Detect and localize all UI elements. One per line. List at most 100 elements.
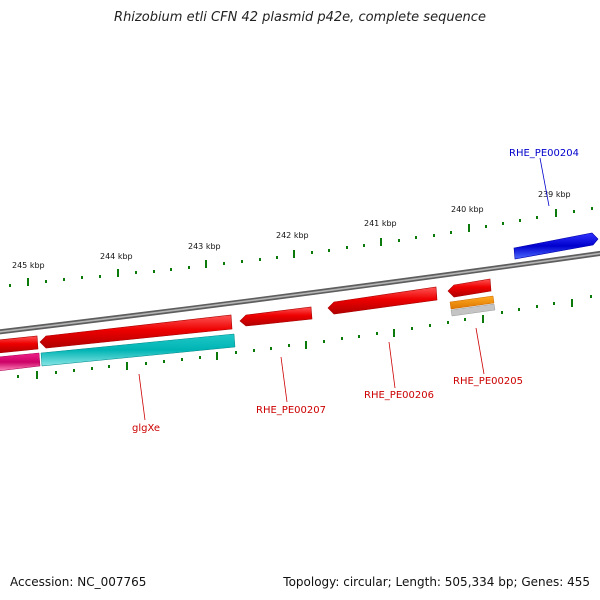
leader-line-rhe-pe00204 [539,157,550,207]
inner-minor-tick [536,305,538,308]
feature-magenta[interactable] [0,352,41,372]
inner-major-tick [36,371,38,379]
tick-label-244: 244 kbp [100,252,133,261]
outer-minor-tick [573,210,575,213]
inner-major-tick [126,362,128,370]
outer-minor-tick [170,268,172,271]
feature-orange[interactable] [449,295,495,310]
outer-minor-tick [346,246,348,249]
outer-minor-tick [485,225,487,228]
inner-ruler-major-ticks [36,299,573,379]
inner-ruler [17,295,592,379]
outer-major-tick [27,278,29,286]
gene-label-rhe-pe00207[interactable]: RHE_PE00207 [256,405,326,416]
gene-arrow-rhe-pe00207[interactable] [239,306,313,327]
accession-label: Accession: NC_007765 [10,575,147,589]
feature-shape [450,303,496,317]
inner-minor-tick [163,360,165,363]
outer-minor-tick [9,284,11,287]
tick-label-242: 242 kbp [276,231,309,240]
leader-line-glgxe [138,373,146,421]
tick-label-240: 240 kbp [451,205,484,214]
outer-major-tick [205,260,207,268]
outer-minor-tick [99,275,101,278]
outer-minor-tick [415,236,417,239]
inner-minor-tick [501,311,503,314]
tick-label-245: 245 kbp [12,261,45,270]
gene-label-glgxe[interactable]: glgXe [132,423,160,434]
backbone-arc [0,250,600,335]
tick-label-241: 241 kbp [364,219,397,228]
gene-arrow-rhe-pe00206[interactable] [327,286,438,315]
outer-minor-tick [328,249,330,252]
inner-minor-tick [17,375,19,378]
outer-minor-tick [81,276,83,279]
outer-minor-tick [45,280,47,283]
outer-minor-tick [502,222,504,225]
inner-major-tick [305,341,307,349]
feature-gray[interactable] [450,303,496,317]
inner-major-tick [571,299,573,307]
outer-major-tick [380,238,382,246]
outer-minor-tick [536,216,538,219]
feature-shape [40,333,236,367]
inner-minor-tick [108,365,110,368]
inner-minor-tick [553,302,555,305]
feature-shape [449,295,495,310]
summary-label: Topology: circular; Length: 505,334 bp; … [283,575,590,589]
inner-minor-tick [429,324,431,327]
leader-line-rhe-pe00206 [388,341,396,389]
gene-labels: RHE_PE00204 RHE_PE00205 RHE_PE00206 RHE_… [132,148,579,434]
outer-minor-tick [223,262,225,265]
inner-minor-tick [411,327,413,330]
outer-minor-tick [311,251,313,254]
inner-minor-tick [91,367,93,370]
gene-arrow-shape [39,314,233,349]
outer-ruler-minor-ticks [9,207,593,287]
reverse-strand-genes [0,278,492,354]
gene-label-rhe-pe00205[interactable]: RHE_PE00205 [453,376,523,387]
leader-line-rhe-pe00207 [280,356,288,403]
inner-major-tick [393,329,395,337]
gene-arrow-left-partial[interactable] [0,335,39,354]
inner-major-tick [216,352,218,360]
outer-minor-tick [259,258,261,261]
gene-arrow-shape [239,306,313,327]
inner-minor-tick [464,318,466,321]
gene-arrow-rhe-pe00205[interactable] [447,278,492,298]
outer-major-tick [117,269,119,277]
tick-label-239: 239 kbp [538,190,571,199]
outer-ruler: 245 kbp 244 kbp 243 kbp 242 kbp 241 kbp … [9,190,593,287]
inner-minor-tick [358,335,360,338]
outer-ruler-major-ticks [27,209,557,286]
inner-track-features [0,295,496,372]
gene-label-rhe-pe00204[interactable]: RHE_PE00204 [509,148,579,159]
map-title: Rhizobium etli CFN 42 plasmid p42e, comp… [114,10,486,25]
inner-major-tick [482,315,484,323]
outer-minor-tick [591,207,593,210]
outer-minor-tick [450,231,452,234]
inner-minor-tick [145,362,147,365]
inner-minor-tick [270,347,272,350]
inner-minor-tick [73,369,75,372]
inner-minor-tick [376,332,378,335]
outer-minor-tick [363,244,365,247]
outer-minor-tick [519,219,521,222]
gene-arrow-glgxe[interactable] [39,314,233,349]
outer-minor-tick [276,256,278,259]
gene-arrow-shape [327,286,438,315]
inner-minor-tick [323,340,325,343]
outer-minor-tick [398,239,400,242]
gene-label-rhe-pe00206[interactable]: RHE_PE00206 [364,390,434,401]
feature-cyan[interactable] [40,333,236,367]
inner-minor-tick [199,356,201,359]
outer-major-tick [468,224,470,232]
outer-minor-tick [188,266,190,269]
inner-minor-tick [518,308,520,311]
feature-shape [0,352,41,372]
outer-minor-tick [135,271,137,274]
outer-minor-tick [63,278,65,281]
inner-minor-tick [590,295,592,298]
gene-arrow-rhe-pe00204[interactable] [513,232,599,260]
